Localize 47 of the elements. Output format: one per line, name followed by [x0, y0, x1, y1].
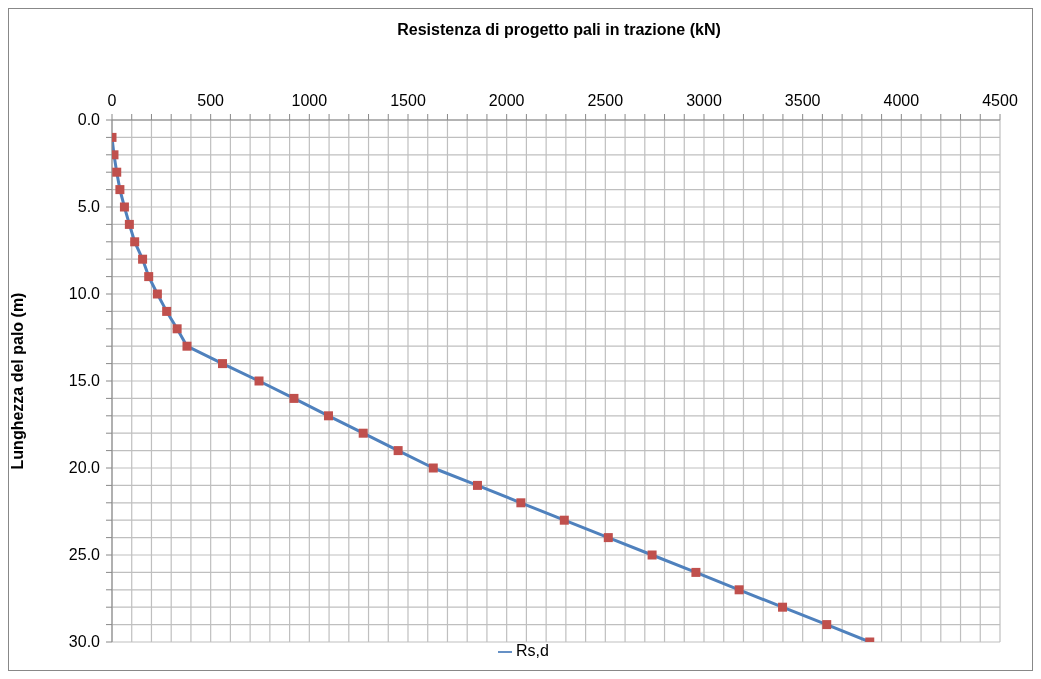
x-axis-title: Resistenza di progetto pali in trazione (kN) [396, 21, 722, 39]
y-tick-label: 15.0 [68, 372, 101, 389]
point [778, 602, 788, 612]
point [119, 202, 129, 212]
y-tick-label: 10.0 [68, 285, 101, 302]
point [138, 254, 148, 264]
y-tick-label: 20.0 [68, 459, 101, 476]
point [144, 272, 154, 282]
x-tick-label: 2000 [488, 92, 525, 109]
y-tick-label: 30.0 [68, 633, 101, 650]
point [647, 550, 657, 560]
point [428, 463, 438, 473]
point [115, 185, 125, 195]
point [172, 324, 182, 334]
y-tick-label: 0.0 [77, 111, 101, 128]
point [112, 167, 122, 177]
point [559, 515, 569, 525]
point [516, 498, 526, 508]
point [323, 411, 333, 421]
x-tick-label: 1500 [390, 92, 426, 109]
point [472, 480, 482, 490]
point [130, 237, 140, 247]
point [124, 219, 134, 229]
legend-label: Rs,d [516, 642, 549, 659]
point [358, 428, 368, 438]
x-tick-label: 3500 [784, 92, 821, 109]
x-tick-label: 4000 [883, 92, 920, 109]
x-tick-label: 0 [107, 92, 117, 109]
x-tick-label: 1000 [291, 92, 328, 109]
point [152, 289, 162, 299]
point [289, 393, 299, 403]
x-tick-label: 500 [197, 92, 225, 109]
point [162, 306, 172, 316]
point [734, 585, 744, 595]
x-tick-label: 3000 [686, 92, 722, 109]
x-tick-label: 4500 [982, 92, 1018, 109]
y-tick-label: 5.0 [77, 198, 101, 215]
point [691, 567, 701, 577]
point [254, 376, 264, 386]
point [822, 620, 832, 630]
y-tick-label: 25.0 [68, 546, 101, 563]
point [182, 341, 192, 351]
x-tick-label: 2500 [587, 92, 624, 109]
point [218, 359, 228, 369]
point [603, 533, 613, 543]
point [393, 446, 403, 456]
y-axis-title: Lunghezza del palo (m) [8, 292, 26, 470]
